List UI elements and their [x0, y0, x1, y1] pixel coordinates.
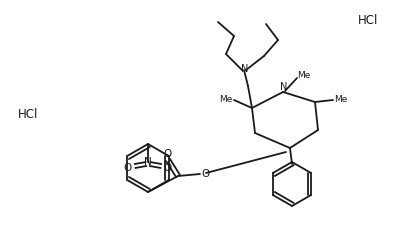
Text: Me: Me: [297, 71, 311, 79]
Text: Me: Me: [334, 95, 347, 105]
Text: N: N: [280, 82, 288, 92]
Text: N: N: [144, 157, 152, 167]
Text: O: O: [201, 169, 209, 179]
Text: HCl: HCl: [18, 108, 38, 122]
Text: N: N: [241, 64, 249, 74]
Text: O: O: [163, 149, 171, 159]
Text: O: O: [124, 163, 132, 173]
Text: HCl: HCl: [358, 14, 378, 27]
Text: Me: Me: [220, 94, 233, 104]
Text: O: O: [164, 163, 172, 173]
